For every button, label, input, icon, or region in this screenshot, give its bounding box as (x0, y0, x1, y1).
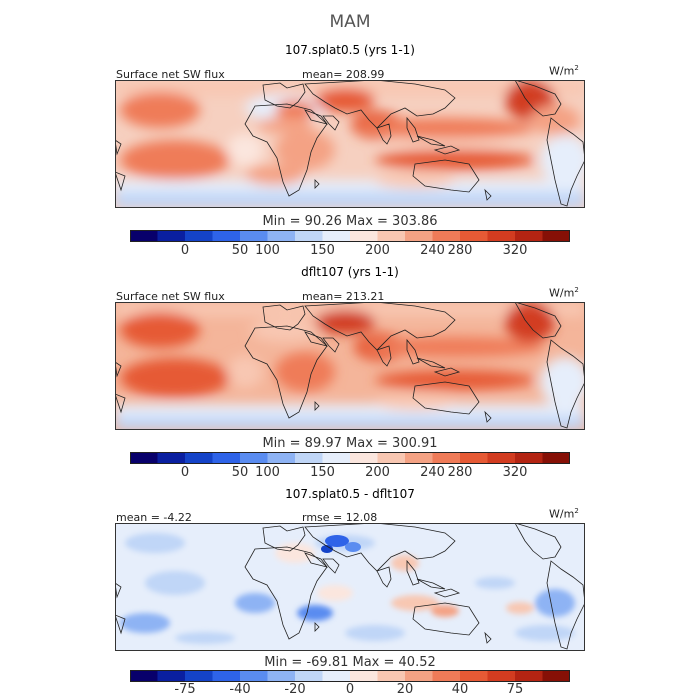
colorbar-swatch (295, 230, 323, 242)
colorbar-swatch (157, 670, 186, 682)
panel-2-mean: mean= 213.21 (302, 290, 385, 303)
colorbar-tick-label: 240 (420, 465, 445, 480)
colorbar-swatch (130, 452, 158, 464)
panel-2-colorbar (130, 452, 570, 464)
colorbar-tick-label: 0 (345, 682, 355, 697)
colorbar-tick-label: -75 (174, 682, 196, 697)
colorbar-tick-label: 100 (255, 465, 280, 480)
colorbar-swatch (377, 230, 406, 242)
panel-1-min-max: Min = 90.26 Max = 303.86 (262, 214, 438, 229)
colorbar-swatch (267, 670, 296, 682)
colorbar-border (130, 452, 570, 464)
colorbar-swatch (240, 452, 268, 464)
colorbar-tick-label: 50 (231, 243, 249, 258)
colorbar-swatch (157, 452, 186, 464)
colorbar-swatch (432, 452, 461, 464)
panel-3-rmse: rmse = 12.08 (302, 511, 378, 524)
colorbar-swatch (432, 230, 461, 242)
colorbar-tick-label: 320 (502, 465, 528, 480)
panel-3-map (115, 523, 585, 651)
panel-2-min-max: Min = 89.97 Max = 300.91 (262, 436, 438, 451)
colorbar-tick-label: 20 (396, 682, 414, 697)
colorbar-swatch (212, 230, 241, 242)
colorbar-swatch (185, 452, 213, 464)
colorbar-swatch (487, 230, 516, 242)
panel-1-map (115, 80, 585, 208)
panel-3-mean: mean = -4.22 (116, 511, 192, 524)
colorbar-swatch (542, 230, 570, 242)
colorbar-tick-label: 200 (365, 243, 390, 258)
colorbar-border (130, 670, 570, 682)
colorbar-swatch (185, 670, 213, 682)
colorbar-swatch (212, 452, 241, 464)
colorbar-tick-label: -40 (229, 682, 251, 697)
colorbar-tick-label: 75 (506, 682, 524, 697)
colorbar-swatch (295, 670, 323, 682)
colorbar-tick-label: 100 (255, 243, 280, 258)
colorbar-tick-label: 50 (231, 465, 249, 480)
colorbar-swatch (460, 230, 488, 242)
colorbar-swatch (130, 670, 158, 682)
colorbar-swatch (405, 452, 433, 464)
colorbar-swatch (515, 230, 543, 242)
colorbar-swatch (157, 230, 186, 242)
panel-1-colorbar-ticks: 0 50 100 150 200 240 280 320 (130, 243, 570, 259)
colorbar-swatch (515, 452, 543, 464)
colorbar-swatch (185, 230, 213, 242)
colorbar-tick-label: 200 (365, 465, 390, 480)
colorbar-swatch (460, 670, 488, 682)
colorbar-tick-label: 40 (451, 682, 469, 697)
panel-3-title: 107.splat0.5 - dflt107 (285, 487, 415, 501)
colorbar-tick-label: 320 (502, 243, 528, 258)
colorbar-tick-label: 150 (310, 465, 335, 480)
season-title: MAM (329, 12, 371, 32)
colorbar-swatch (212, 670, 241, 682)
colorbar-swatch (432, 670, 461, 682)
colorbar-swatch (377, 452, 406, 464)
colorbar-swatch (350, 230, 378, 242)
colorbar-swatch (350, 452, 378, 464)
colorbar-tick-label: -20 (284, 682, 306, 697)
colorbar-border (130, 230, 570, 242)
colorbar-swatch (405, 230, 433, 242)
colorbar-swatch (130, 230, 158, 242)
panel-1-title: 107.splat0.5 (yrs 1-1) (285, 43, 415, 57)
panel-2-variable-label: Surface net SW flux (116, 290, 225, 303)
panel-1-units: W/m2 (549, 64, 579, 78)
panel-2-units: W/m2 (549, 286, 579, 300)
panel-2-map (115, 302, 585, 430)
panel-3-colorbar (130, 670, 570, 682)
colorbar-tick-label: 240 (420, 243, 445, 258)
colorbar-swatch (487, 452, 516, 464)
colorbar-swatch (267, 452, 296, 464)
colorbar-swatch (405, 670, 433, 682)
colorbar-swatch (542, 452, 570, 464)
colorbar-tick-label: 280 (447, 243, 473, 258)
colorbar-swatch (377, 670, 406, 682)
panel-1-colorbar (130, 230, 570, 242)
colorbar-swatch (322, 670, 351, 682)
colorbar-swatch (542, 670, 570, 682)
colorbar-swatch (295, 452, 323, 464)
colorbar-tick-label: 0 (180, 465, 190, 480)
colorbar-swatch (267, 230, 296, 242)
colorbar-swatch (322, 452, 351, 464)
panel-3-units: W/m2 (549, 507, 579, 521)
panel-3-colorbar-ticks: -75 -40 -20 0 20 40 75 (130, 682, 570, 698)
colorbar-swatch (515, 670, 543, 682)
colorbar-tick-label: 280 (447, 465, 473, 480)
colorbar-swatch (322, 230, 351, 242)
colorbar-tick-label: 150 (310, 243, 335, 258)
panel-1-mean: mean= 208.99 (302, 68, 385, 81)
colorbar-swatch (350, 670, 378, 682)
colorbar-swatch (460, 452, 488, 464)
colorbar-swatch (240, 230, 268, 242)
panel-1-variable-label: Surface net SW flux (116, 68, 225, 81)
colorbar-tick-label: 0 (180, 243, 190, 258)
panel-3-min-max: Min = -69.81 Max = 40.52 (264, 655, 436, 670)
colorbar-swatch (240, 670, 268, 682)
colorbar-swatch (487, 670, 516, 682)
panel-2-title: dflt107 (yrs 1-1) (301, 265, 399, 279)
panel-2-colorbar-ticks: 0 50 100 150 200 240 280 320 (130, 465, 570, 481)
